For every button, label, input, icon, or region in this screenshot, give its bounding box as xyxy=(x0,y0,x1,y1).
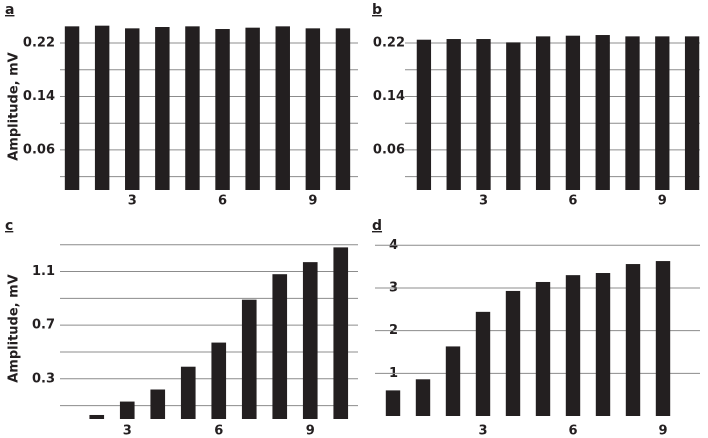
bar xyxy=(625,264,641,416)
panel-label: b xyxy=(372,2,382,18)
bar xyxy=(89,414,105,419)
bar xyxy=(180,366,196,419)
x-tick-label: 9 xyxy=(306,424,315,438)
x-tick-label: 3 xyxy=(123,424,132,438)
bar xyxy=(446,39,461,191)
bar xyxy=(305,28,321,191)
x-tick-label: 6 xyxy=(218,194,227,209)
bar xyxy=(64,26,80,191)
bar xyxy=(385,390,401,416)
bar xyxy=(535,281,551,416)
y-axis-title: Amplitude, mV xyxy=(7,52,22,161)
y-tick-label: 0.14 xyxy=(23,89,55,104)
bar xyxy=(272,274,288,419)
bar xyxy=(185,26,200,191)
bar xyxy=(333,247,349,419)
x-tick-label: 6 xyxy=(568,424,577,438)
y-tick-label: 0.06 xyxy=(23,142,55,157)
x-tick-label: 9 xyxy=(658,194,667,209)
bar xyxy=(125,28,140,191)
bar xyxy=(595,273,611,416)
bar xyxy=(684,36,700,190)
bar xyxy=(245,27,260,191)
bar xyxy=(476,39,491,191)
bar xyxy=(211,342,227,419)
bar xyxy=(535,36,551,190)
bar xyxy=(335,28,351,191)
y-tick-label: 0.7 xyxy=(32,318,55,333)
bar xyxy=(119,401,135,419)
y-tick-label: 0.14 xyxy=(373,89,405,104)
bar xyxy=(241,299,257,419)
y-tick-label: 0.22 xyxy=(23,36,55,51)
x-tick-label: 9 xyxy=(308,194,317,209)
panel-label: a xyxy=(5,2,14,18)
bar xyxy=(505,290,521,416)
bar xyxy=(475,311,491,416)
bar xyxy=(416,39,432,191)
bar xyxy=(655,261,671,416)
y-tick-label: 0.22 xyxy=(373,36,405,51)
bar xyxy=(415,379,431,416)
bar xyxy=(275,26,290,191)
y-tick-label: 0.06 xyxy=(373,142,405,157)
y-tick-label: 1.1 xyxy=(32,264,55,279)
x-tick-label: 6 xyxy=(568,194,577,209)
bar xyxy=(215,29,230,191)
x-tick-label: 9 xyxy=(658,424,667,438)
panel-label: c xyxy=(5,218,13,234)
bar xyxy=(445,346,461,416)
bar xyxy=(565,35,581,190)
bar xyxy=(625,36,640,190)
bar xyxy=(150,389,166,419)
x-tick-label: 3 xyxy=(128,194,137,209)
bar xyxy=(595,35,610,190)
y-axis-title: Amplitude, mV xyxy=(7,274,22,383)
bar xyxy=(565,275,581,416)
bar xyxy=(302,262,318,419)
x-tick-label: 6 xyxy=(214,424,223,438)
y-tick-label: 0.3 xyxy=(32,371,55,386)
x-tick-label: 3 xyxy=(479,194,488,209)
bar xyxy=(94,25,110,191)
panel-label: d xyxy=(372,218,382,234)
bar xyxy=(506,42,521,190)
bar xyxy=(155,27,170,191)
bar xyxy=(655,36,670,190)
x-tick-label: 3 xyxy=(478,424,487,438)
